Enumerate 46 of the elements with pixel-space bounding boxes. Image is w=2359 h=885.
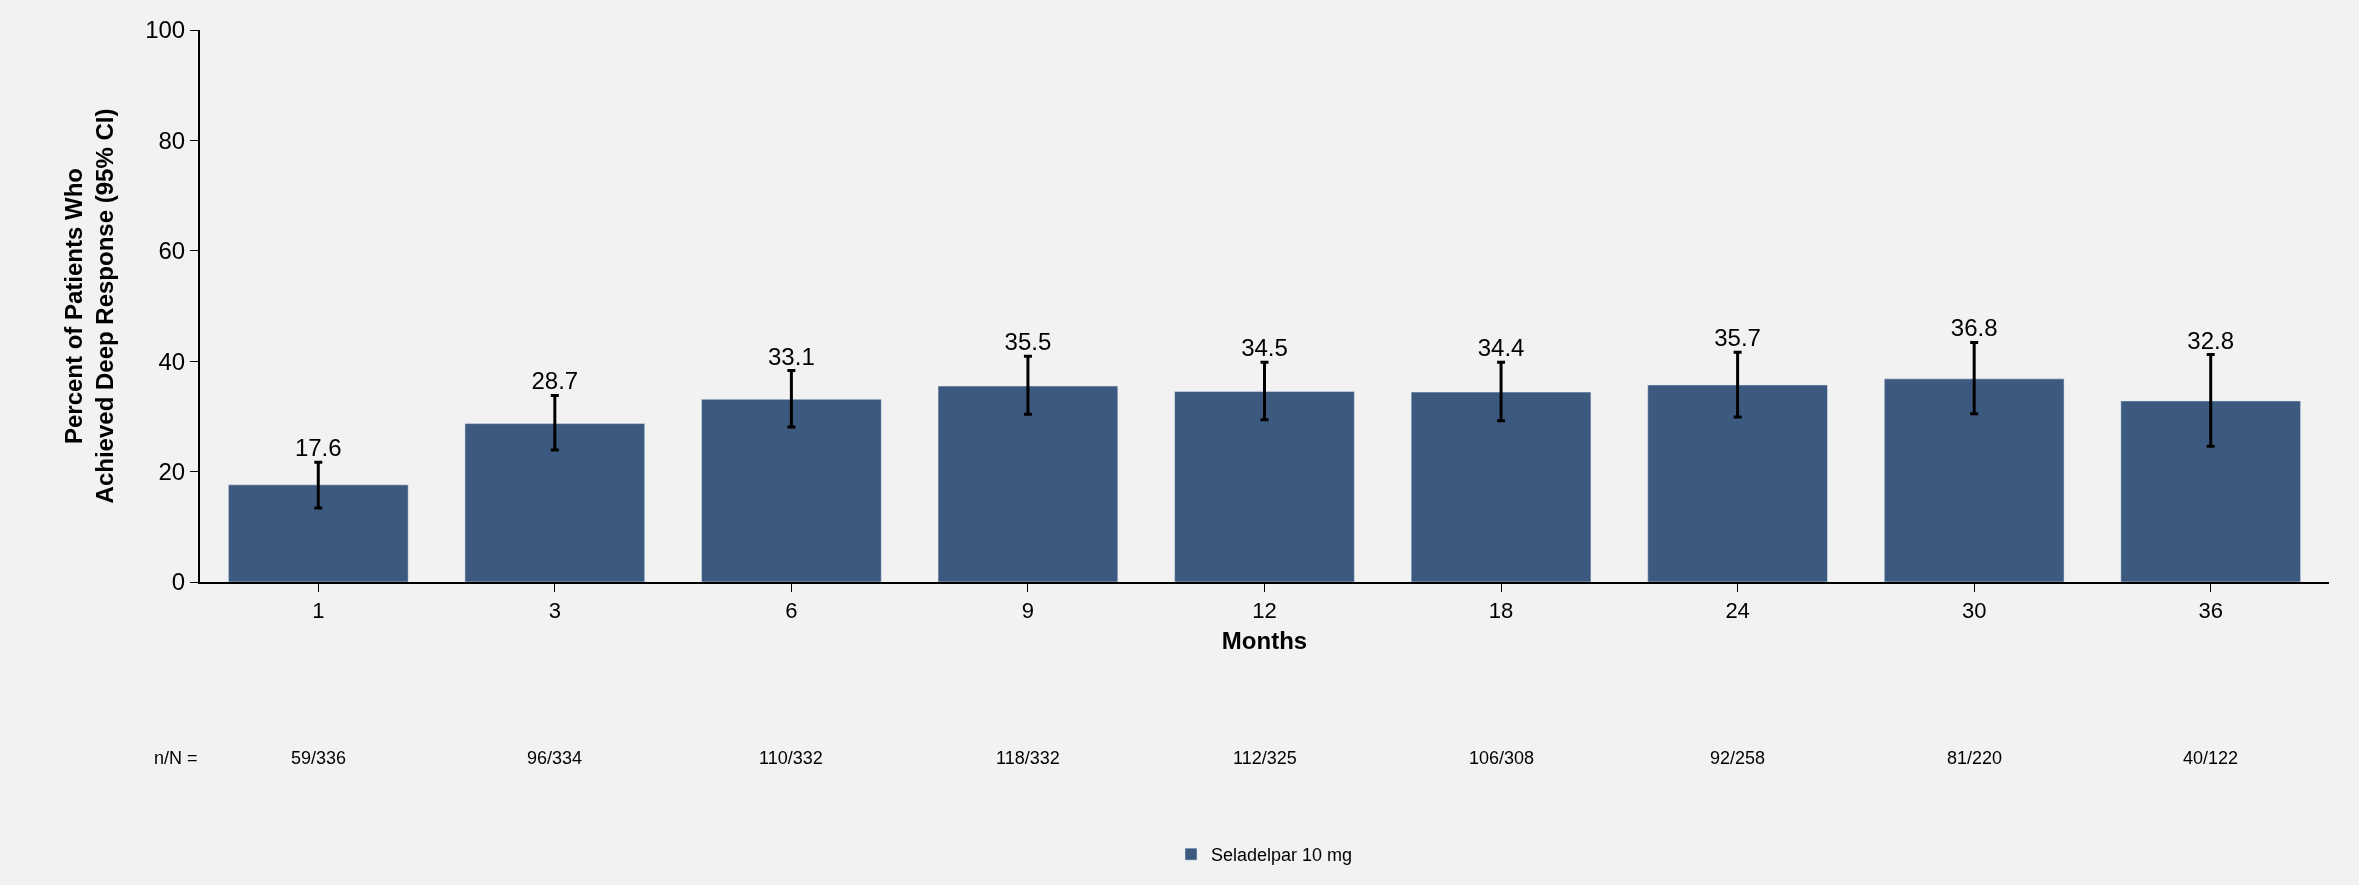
x-tick-label: 6 (785, 598, 798, 624)
data-label: 35.7 (1714, 324, 1761, 352)
text: 118/332 (996, 748, 1060, 768)
y-tick-label: 60 (158, 237, 186, 265)
data-label: 34.4 (1477, 334, 1525, 362)
bar (937, 385, 1119, 582)
x-tick-label: 18 (1488, 598, 1514, 624)
y-tick-label: 80 (158, 126, 186, 154)
bar (464, 423, 645, 582)
x-tick-label: 24 (1725, 598, 1750, 624)
y-tick-label: 100 (145, 16, 186, 44)
data-label: 34.5 (1241, 334, 1288, 362)
y-tick-label: 20 (158, 458, 186, 485)
data-label: 32.8 (2187, 326, 2235, 354)
bar (1410, 391, 1592, 582)
text: 106/308 (1469, 748, 1535, 768)
y-tick-label: 40 (158, 347, 186, 375)
legend-label: Seladelpar 10 mg (1211, 845, 1353, 866)
data-label: 33.1 (768, 342, 815, 370)
text: 92/258 (1710, 748, 1766, 768)
text: 40/122 (2183, 748, 2239, 768)
x-tick-label: 3 (548, 598, 561, 624)
x-tick-label: 9 (1021, 598, 1035, 624)
bar (2120, 400, 2301, 582)
x-tick-label: 36 (2198, 598, 2223, 624)
text: 59/336 (291, 748, 347, 768)
bar (228, 484, 409, 582)
text: 81/220 (1947, 748, 2003, 768)
text: n/N = (154, 748, 198, 768)
bar (1884, 378, 2065, 582)
x-axis-title: Months (1221, 627, 1308, 655)
x-tick-label: 1 (312, 598, 325, 624)
y-tick-label: 0 (171, 568, 186, 596)
text: 96/334 (527, 748, 583, 768)
x-tick-label: 30 (1961, 598, 1987, 624)
y-axis-title: Percent of Patients Who Achieved Deep Response (95% CI) (59, 108, 118, 504)
data-label: 36.8 (1950, 314, 1998, 342)
bar (701, 399, 882, 582)
text: 112/325 (1233, 748, 1297, 768)
bar (1647, 384, 1828, 582)
data-label: 17.6 (294, 434, 342, 462)
bar (1174, 391, 1355, 582)
data-label: 35.5 (1004, 328, 1052, 356)
data-label: 28.7 (531, 367, 579, 395)
text: 110/332 (759, 748, 823, 768)
x-tick-label: 12 (1252, 598, 1277, 624)
